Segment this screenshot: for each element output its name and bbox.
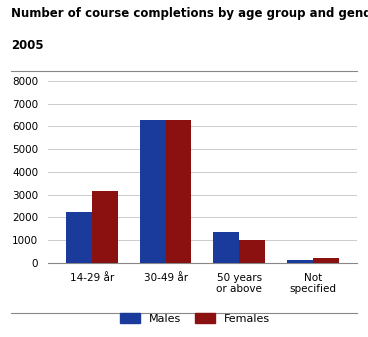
Bar bbox=[66, 212, 92, 263]
Bar bbox=[140, 120, 166, 263]
Bar bbox=[239, 240, 265, 263]
Bar bbox=[213, 232, 239, 263]
Bar bbox=[287, 260, 313, 263]
Bar bbox=[313, 257, 339, 263]
Bar bbox=[166, 120, 191, 263]
Text: Number of course completions by age group and gender.: Number of course completions by age grou… bbox=[11, 7, 368, 20]
Text: 2005: 2005 bbox=[11, 39, 44, 52]
Bar bbox=[92, 191, 118, 263]
Legend: Males, Females: Males, Females bbox=[116, 308, 274, 328]
